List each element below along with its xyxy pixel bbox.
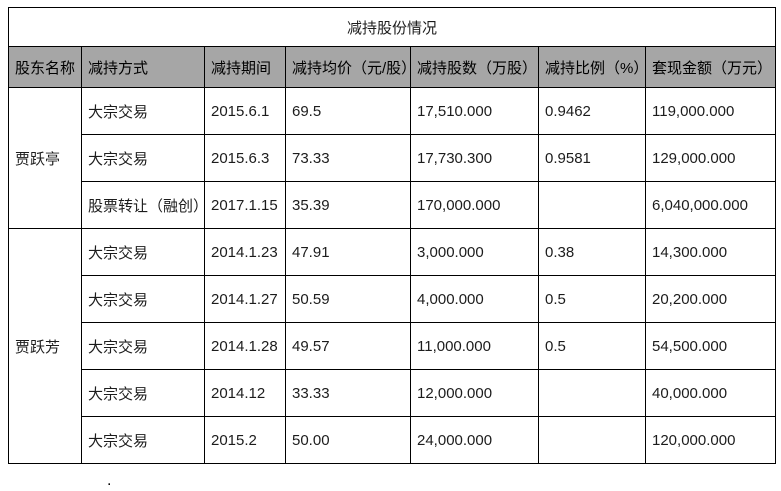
table-cell: 129,000.000 (644, 134, 777, 182)
table-cell: 12,000.000 (410, 369, 539, 417)
stray-period-mark: . (107, 472, 112, 489)
table-row: 股票转让（融创） 2017.1.15 35.39 170,000.000 6,040,0… (9, 181, 777, 229)
table-cell: 2015.6.1 (204, 87, 286, 135)
table-cell: 2014.1.28 (204, 322, 286, 370)
header-cell: 套现金额（万元） (644, 46, 777, 88)
table-cell: 2015.6.3 (204, 134, 286, 182)
table-row: 贾跃芳 大宗交易 2014.1.23 47.91 3,000.000 0.38 14,300… (8, 228, 777, 464)
table-cell: 119,000.000 (644, 87, 777, 135)
table-cell: 17,730.300 (410, 134, 539, 182)
table-cell: 2014.1.23 (204, 228, 286, 276)
header-cell: 减持方式 (81, 46, 205, 88)
table-cell: 170,000.000 (410, 181, 539, 229)
table-cell: 120,000.000 (644, 416, 777, 464)
table-row: 大宗交易 2015.6.3 73.33 17,730.300 0.9581 129,000… (9, 134, 777, 182)
table-cell: 大宗交易 (81, 228, 205, 276)
table-cell: 54,500.000 (644, 322, 777, 370)
table-cell: 2017.1.15 (204, 181, 286, 229)
table-row: 大宗交易 2014.1.27 50.59 4,000.000 0.5 20,200.000 (9, 275, 777, 323)
table-cell (538, 369, 646, 417)
table-cell: 2015.2 (204, 416, 286, 464)
header-cell: 股东名称 (8, 46, 82, 88)
table-cell: 大宗交易 (81, 87, 205, 135)
table-cell: 0.5 (538, 275, 646, 323)
header-cell: 减持比例（%） (538, 46, 646, 88)
table-cell: 24,000.000 (410, 416, 539, 464)
shareholder-cell: 贾跃亭 (8, 87, 82, 229)
table-title: 减持股份情况 (7, 7, 777, 47)
table-cell: 4,000.000 (410, 275, 539, 323)
table-cell: 49.57 (285, 322, 411, 370)
table-cell: 14,300.000 (644, 228, 777, 276)
table-cell: 47.91 (285, 228, 411, 276)
header-cell: 减持股数（万股） (410, 46, 539, 88)
table-cell: 35.39 (285, 181, 411, 229)
table-cell: 大宗交易 (81, 275, 205, 323)
table-cell: 50.59 (285, 275, 411, 323)
header-row: 股东名称 减持方式 减持期间 减持均价（元/股） 减持股数（万股） 减持比例（%） 套现金额… (8, 46, 777, 88)
table-row: 大宗交易 2014.1.28 49.57 11,000.000 0.5 54,500.00… (9, 322, 777, 370)
table-cell: 17,510.000 (410, 87, 539, 135)
table-cell: 0.9581 (538, 134, 646, 182)
share-reduction-table: 减持股份情况 股东名称 减持方式 减持期间 减持均价（元/股） 减持股数（万股） 减持比例… (7, 7, 777, 464)
table-cell (538, 181, 646, 229)
table-cell: 69.5 (285, 87, 411, 135)
table-row: 大宗交易 2015.2 50.00 24,000.000 120,000.000 (9, 416, 777, 464)
table-cell: 6,040,000.000 (644, 181, 777, 229)
table-cell: 3,000.000 (410, 228, 539, 276)
table-cell: 50.00 (285, 416, 411, 464)
table-cell (538, 416, 646, 464)
shareholder-cell: 贾跃芳 (8, 228, 82, 464)
table-cell: 大宗交易 (81, 416, 205, 464)
table-row: 贾跃亭 大宗交易 2015.6.1 69.5 17,510.000 0.9462 119,0… (8, 87, 777, 229)
table-cell: 股票转让（融创） (81, 181, 205, 229)
header-cell: 减持期间 (204, 46, 286, 88)
table-cell: 2014.12 (204, 369, 286, 417)
table-cell: 大宗交易 (81, 369, 205, 417)
table-cell: 0.9462 (538, 87, 646, 135)
table-cell: 大宗交易 (81, 134, 205, 182)
table-cell: 73.33 (285, 134, 411, 182)
table-cell: 20,200.000 (644, 275, 777, 323)
title-row: 减持股份情况 (7, 7, 777, 47)
table-cell: 大宗交易 (81, 322, 205, 370)
table-cell: 0.38 (538, 228, 646, 276)
table-cell: 33.33 (285, 369, 411, 417)
table-cell: 11,000.000 (410, 322, 539, 370)
table-cell: 0.5 (538, 322, 646, 370)
table-cell: 40,000.000 (644, 369, 777, 417)
table-row: 大宗交易 2014.12 33.33 12,000.000 40,000.000 (9, 369, 777, 417)
header-cell: 减持均价（元/股） (285, 46, 411, 88)
table-cell: 2014.1.27 (204, 275, 286, 323)
